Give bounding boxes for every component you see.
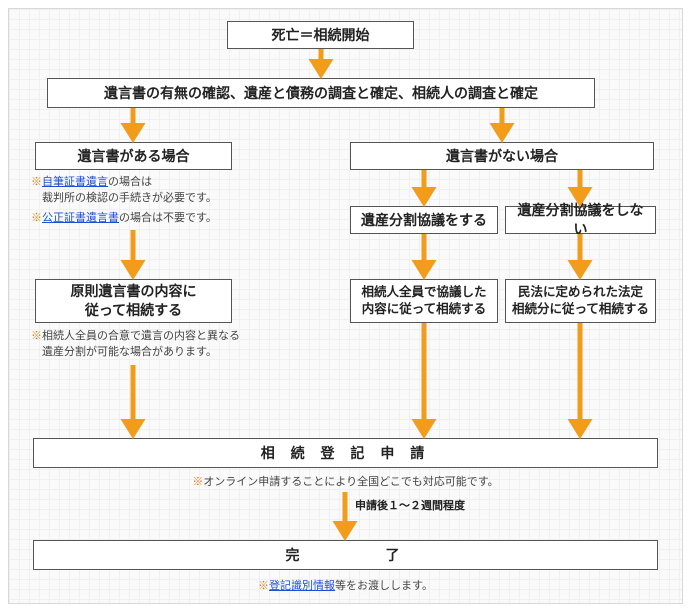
arrows-layer	[0, 0, 691, 612]
